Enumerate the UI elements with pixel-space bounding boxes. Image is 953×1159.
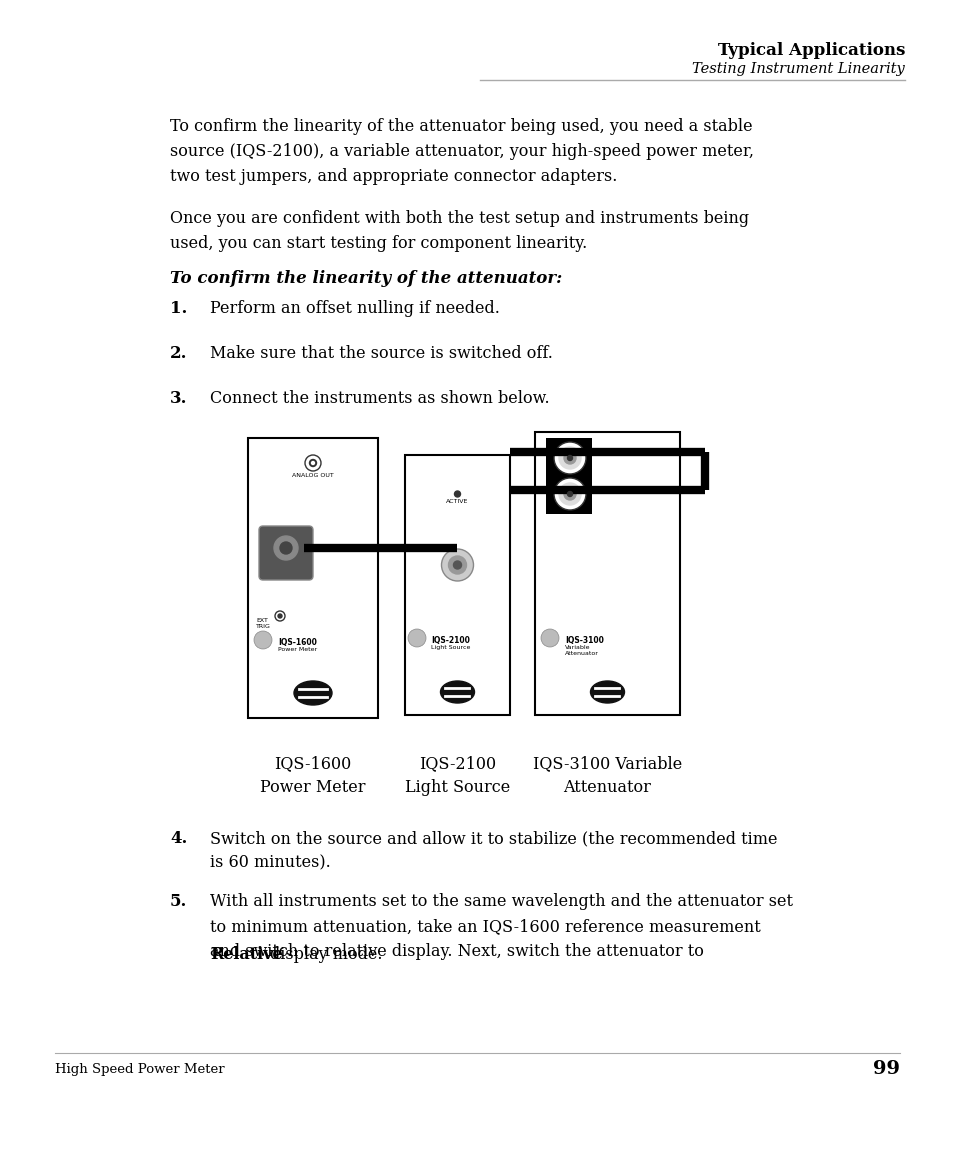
Bar (405, 455, 510, 715)
Text: High Speed Power Meter: High Speed Power Meter (55, 1063, 224, 1076)
Text: 3.: 3. (170, 389, 188, 407)
FancyBboxPatch shape (258, 526, 313, 580)
Text: ACTIVE: ACTIVE (446, 500, 468, 504)
Text: To confirm the linearity of the attenuator being used, you need a stable
source : To confirm the linearity of the attenuat… (170, 118, 753, 184)
Circle shape (280, 542, 292, 554)
Circle shape (453, 561, 461, 569)
Text: Make sure that the source is switched off.: Make sure that the source is switched of… (210, 345, 553, 362)
Text: Variable
Attenuator: Variable Attenuator (564, 646, 598, 656)
Bar (535, 432, 679, 715)
Text: Perform an offset nulling if needed.: Perform an offset nulling if needed. (210, 300, 499, 318)
Ellipse shape (590, 681, 624, 704)
Circle shape (558, 447, 580, 469)
FancyBboxPatch shape (545, 474, 592, 513)
Circle shape (540, 629, 558, 647)
Text: IQS-2100
Light Source: IQS-2100 Light Source (404, 755, 510, 795)
Circle shape (563, 488, 576, 500)
Circle shape (567, 491, 572, 496)
Text: Testing Instrument Linearity: Testing Instrument Linearity (692, 61, 904, 76)
Text: IQS-1600
Power Meter: IQS-1600 Power Meter (260, 755, 365, 795)
Circle shape (408, 629, 426, 647)
Circle shape (253, 630, 272, 649)
Circle shape (563, 452, 576, 464)
Text: With all instruments set to the same wavelength and the attenuator set
to minimu: With all instruments set to the same wav… (210, 892, 792, 960)
Text: IQS-3100 Variable
Attenuator: IQS-3100 Variable Attenuator (533, 755, 681, 795)
Bar (248, 438, 377, 717)
Text: Light Source: Light Source (431, 646, 470, 650)
Ellipse shape (440, 681, 474, 704)
Text: IQS-1600: IQS-1600 (277, 637, 316, 647)
Text: Power Meter: Power Meter (277, 647, 316, 653)
Circle shape (554, 442, 585, 474)
Circle shape (448, 556, 466, 574)
Text: Relative: Relative (210, 946, 282, 963)
Circle shape (567, 455, 572, 460)
Circle shape (554, 478, 585, 510)
Text: IQS-3100: IQS-3100 (564, 636, 603, 646)
Text: 99: 99 (872, 1060, 899, 1078)
Text: 4.: 4. (170, 830, 187, 847)
Text: 2.: 2. (170, 345, 188, 362)
Circle shape (454, 491, 460, 497)
Text: 5.: 5. (170, 892, 187, 910)
Text: Connect the instruments as shown below.: Connect the instruments as shown below. (210, 389, 549, 407)
Circle shape (274, 535, 297, 560)
FancyBboxPatch shape (545, 438, 592, 478)
Text: EXT
TRIG: EXT TRIG (255, 618, 271, 629)
Text: To confirm the linearity of the attenuator:: To confirm the linearity of the attenuat… (170, 270, 561, 287)
Ellipse shape (294, 681, 332, 705)
Circle shape (309, 459, 316, 467)
Circle shape (558, 483, 580, 505)
Text: 1.: 1. (170, 300, 187, 318)
Text: ANALOG OUT: ANALOG OUT (292, 473, 334, 478)
Text: IQS-2100: IQS-2100 (431, 636, 470, 646)
Circle shape (441, 549, 473, 581)
Text: Switch on the source and allow it to stabilize (the recommended time
is 60 minut: Switch on the source and allow it to sta… (210, 830, 777, 872)
Circle shape (312, 461, 314, 465)
Circle shape (277, 614, 282, 618)
Text: Typical Applications: Typical Applications (717, 42, 904, 59)
Text: Once you are confident with both the test setup and instruments being
used, you : Once you are confident with both the tes… (170, 210, 748, 252)
Text: display mode.: display mode. (270, 946, 382, 963)
